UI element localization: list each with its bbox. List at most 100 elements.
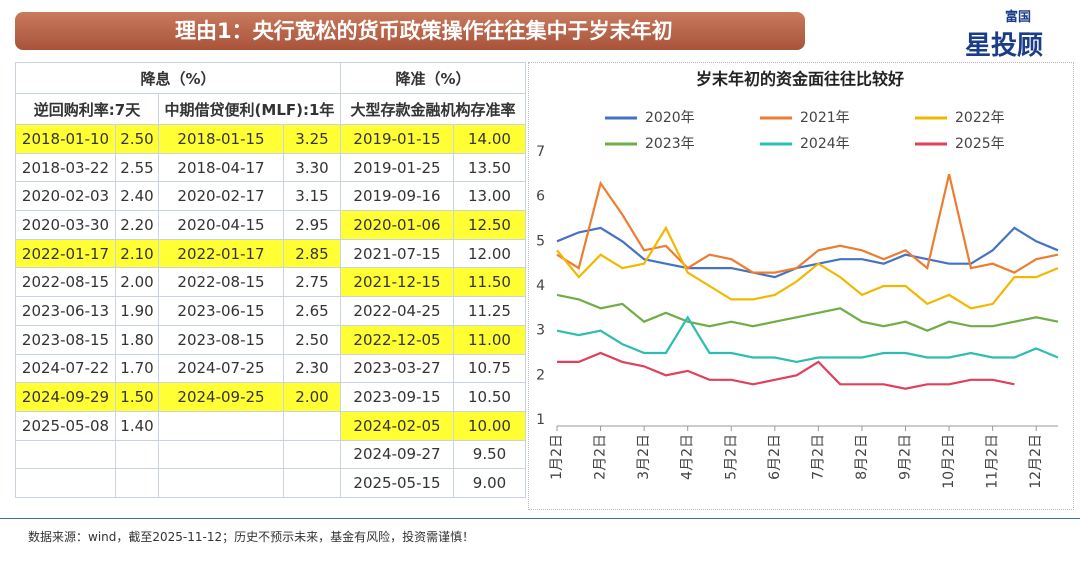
table-row: 2025-05-15 9.00: [15, 468, 526, 498]
table-cell: 9.00: [453, 468, 526, 498]
table-cell: 3.25: [283, 124, 341, 154]
table-cell: 2022-08-15: [15, 267, 116, 298]
x-tick-label: 1月2日: [549, 434, 565, 480]
y-tick-label: 5: [536, 233, 545, 249]
y-tick-label: 1: [536, 412, 545, 428]
table-cell: 2.85: [283, 238, 341, 269]
table-cell: 1.80: [115, 324, 159, 355]
legend-label: 2021年: [800, 110, 850, 126]
series-line: [556, 226, 1059, 279]
table-cell: 1.40: [115, 410, 159, 441]
table-cell: 3.15: [283, 181, 341, 212]
table-cell: 2024-09-25: [158, 382, 284, 412]
table-cell: 13.50: [453, 152, 526, 183]
x-tick-label: 9月2日: [898, 434, 914, 480]
legend-label: 2022年: [955, 110, 1005, 126]
table-cell: 2022-01-17: [15, 238, 116, 269]
table-cell: 2018-01-15: [158, 124, 284, 154]
y-tick-label: 7: [536, 144, 545, 160]
series-line: [556, 315, 1059, 364]
table-cell: 2020-04-15: [158, 210, 284, 240]
series-line: [556, 225, 1059, 310]
table-row: 2018-01-10 2.50 2018-01-15 3.25 2019-01-15 14…: [15, 124, 526, 154]
x-tick-label: 6月2日: [767, 434, 783, 480]
table-cell: 2023-08-15: [158, 324, 284, 355]
y-tick-label: 6: [536, 189, 545, 205]
table-row: 2020-03-30 2.20 2020-04-15 2.95 2020-01-06 12…: [15, 210, 526, 240]
table-cell: 2022-12-05: [340, 324, 454, 355]
table-cell: 2024-09-27: [340, 439, 454, 470]
table-cell: 2.50: [115, 124, 159, 154]
table-cell: 2024-07-22: [15, 353, 116, 384]
table-cell: 2.75: [283, 267, 341, 298]
legend-label: 2024年: [800, 136, 850, 152]
table-cell: 2022-08-15: [158, 267, 284, 298]
table-cell: 12.50: [453, 210, 526, 240]
table-cell: 10.00: [453, 410, 526, 441]
x-tick-label: 2月2日: [593, 434, 609, 480]
logo-main: 星投顾: [965, 31, 1044, 61]
table-cell: 2023-09-15: [340, 382, 454, 412]
table-cell: 2.20: [115, 210, 159, 240]
table-cell: [115, 439, 159, 470]
table-cell: 12.00: [453, 238, 526, 269]
table-cell: [15, 468, 116, 498]
x-tick-label: 3月2日: [636, 434, 652, 480]
table-cell: 2020-03-30: [15, 210, 116, 240]
table-cell: 逆回购利率:7天: [15, 93, 159, 125]
table-cell: 11.50: [453, 267, 526, 298]
table-cell: 11.25: [453, 296, 526, 326]
table-cell: 2021-07-15: [340, 238, 454, 269]
footer: 数据来源：wind，截至2025-11-12；历史不预示未来，基金有风险，投资需…: [28, 530, 475, 544]
table-cell: 2022-04-25: [340, 296, 454, 326]
table-cell: 2018-01-10: [15, 124, 116, 154]
table-cell: 大型存款金融机构存准率: [340, 93, 526, 125]
table-cell: 10.75: [453, 353, 526, 384]
table-cell: 2024-09-29: [15, 382, 116, 412]
table-cell: [158, 410, 284, 441]
table-cell: 2.55: [115, 152, 159, 183]
title-bar: 理由1：央行宽松的货币政策操作往往集中于岁末年初: [15, 12, 805, 50]
table-row: 2023-06-13 1.90 2023-06-15 2.65 2022-04-25 11…: [15, 296, 526, 326]
table-cell: 2022-01-17: [158, 238, 284, 269]
x-tick-label: 12月2日: [1028, 434, 1044, 489]
logo-top: 富国: [1005, 10, 1032, 25]
table-row: 2024-09-29 1.50 2024-09-25 2.00 2023-09-15 10…: [15, 382, 526, 412]
table-cell: 中期借贷便利(MLF):1年: [158, 93, 341, 125]
y-tick-label: 2: [536, 367, 545, 383]
logo: 富国星投顾: [965, 6, 1043, 62]
y-tick-label: 3: [536, 323, 545, 339]
table-cell: 2.10: [115, 238, 159, 269]
table-cell: [283, 439, 341, 470]
table-row: 2024-07-22 1.70 2024-07-25 2.30 2023-03-27 10…: [15, 353, 526, 384]
series-line: [556, 293, 1059, 332]
table-cell: 2025-05-15: [340, 468, 454, 498]
chart-title: 岁末年初的资金面往往比较好: [696, 70, 904, 89]
table-cell: 2019-01-15: [340, 124, 454, 154]
table-cell: 9.50: [453, 439, 526, 470]
table-cell: 2.50: [283, 324, 341, 355]
table-cell: 11.00: [453, 324, 526, 355]
table-cell: 2018-04-17: [158, 152, 284, 183]
rate-table: 降息（%） 降准（%） 逆回购利率:7天 中期借贷便利(MLF):1年 大型存款金融机构…: [15, 62, 526, 498]
table-row: 2022-08-15 2.00 2022-08-15 2.75 2021-12-15 11…: [15, 267, 526, 298]
table-cell: 14.00: [453, 124, 526, 154]
table-cell: 2.65: [283, 296, 341, 326]
footer-rule: [0, 518, 1080, 519]
series-line: [556, 174, 1059, 274]
x-tick-label: 5月2日: [723, 434, 739, 480]
x-tick-label: 11月2日: [985, 434, 1001, 489]
table-cell: 2025-05-08: [15, 410, 116, 441]
table-cell: 2024-02-05: [340, 410, 454, 441]
legend-label: 2020年: [645, 110, 695, 126]
table-cell: [115, 468, 159, 498]
table-cell: 2020-01-06: [340, 210, 454, 240]
table-cell: 2.40: [115, 181, 159, 212]
table-cell: 2019-09-16: [340, 181, 454, 212]
table-cell: 2021-12-15: [340, 267, 454, 298]
x-tick-label: 10月2日: [941, 434, 957, 489]
series-line: [557, 351, 1015, 390]
legend-label: 2023年: [645, 136, 695, 152]
